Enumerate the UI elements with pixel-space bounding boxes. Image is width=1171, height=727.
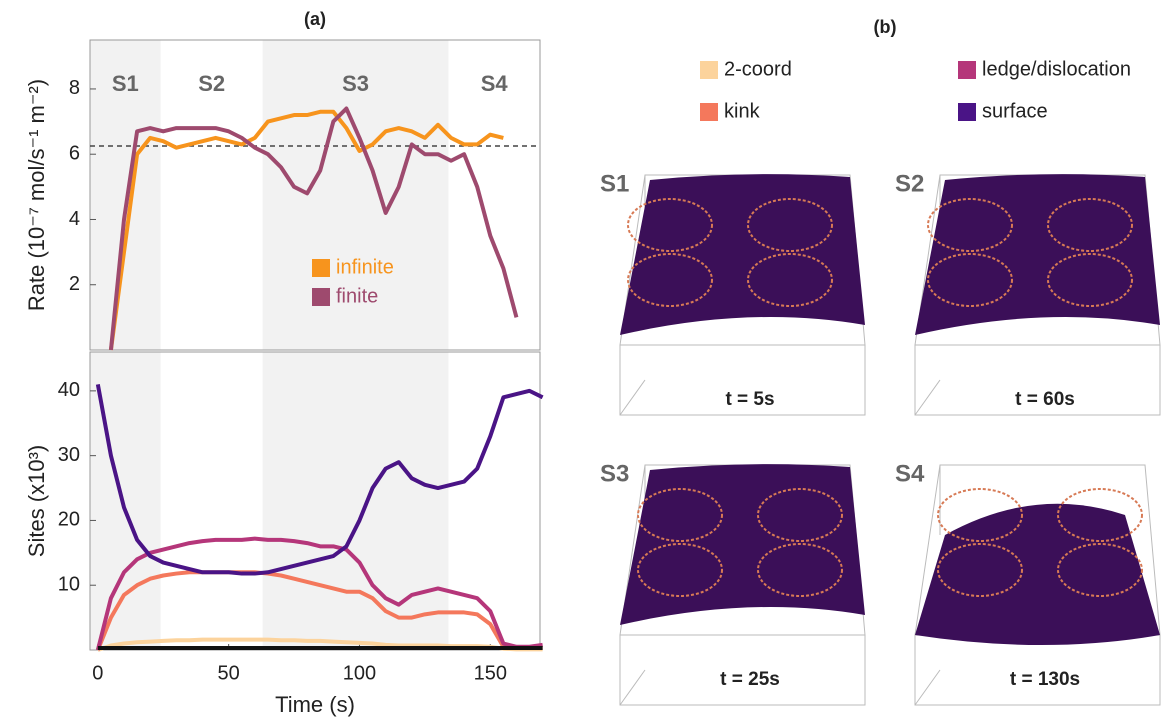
plot-frame [89,39,541,351]
panel-title: (b) [874,17,897,37]
legend-swatch [312,259,330,277]
texture [1057,488,1143,542]
phase-band [262,352,449,650]
surface [620,174,865,335]
texture [1047,198,1133,252]
snapshot: S1 t = 5s [600,170,866,416]
legend-label: infinite [336,256,394,278]
y-tick-label: 6 [69,142,80,164]
texture [627,198,713,252]
panel-title: (a) [304,9,326,29]
snapshot-time: t = 25s [720,669,780,690]
box-wireframe [914,174,1161,416]
phase-label: S2 [198,71,225,96]
snapshot: S4 t = 130s [895,460,1161,706]
phase-band [90,40,161,350]
snapshot-time: t = 5s [725,389,774,410]
texture [1057,543,1143,597]
snapshot-label: S3 [600,460,629,487]
snapshot-label: S4 [895,460,925,487]
series-line [95,384,544,576]
x-tick-label: 50 [218,662,240,684]
y-tick-label: 8 [69,77,80,99]
legend-swatch [312,288,330,306]
legend-swatch [958,103,976,121]
texture [637,488,723,542]
texture [637,543,723,597]
box-wireframe [619,464,866,706]
phase-label: S3 [342,71,369,96]
legend-swatch [958,61,976,79]
snapshot: S3 t = 25s [600,460,866,706]
x-tick-label: 100 [343,662,376,684]
x-tick-label: 150 [474,662,507,684]
y-tick-label: 2 [69,273,80,295]
legend-label: 2-coord [724,58,792,80]
texture [747,253,833,307]
series-line [95,536,543,651]
surface [915,174,1160,335]
box-wireframe [619,174,866,416]
texture [937,543,1023,597]
y-tick-label: 4 [69,208,80,230]
texture [747,198,833,252]
legend-label: kink [724,100,761,122]
x-tick-label: 0 [92,662,103,684]
y-tick-label: 10 [58,573,80,595]
legend-label: ledge/dislocation [982,58,1131,80]
phase-label: S1 [112,71,139,96]
surface [620,464,865,625]
texture [927,253,1013,307]
snapshot-label: S2 [895,170,924,197]
y-tick-label: 20 [58,509,80,531]
texture [757,543,843,597]
y-tick-label: 30 [58,444,80,466]
phase-label: S4 [481,71,509,96]
legend-swatch [700,61,718,79]
texture [757,488,843,542]
series-line [95,570,543,651]
phase-band [262,40,449,350]
snapshot-label: S1 [600,170,629,197]
snapshot: S2 t = 60s [895,170,1161,416]
legend-swatch [700,103,718,121]
x-axis-label: Time (s) [275,692,355,717]
snapshot-time: t = 130s [1010,669,1080,690]
surface [915,503,1160,645]
texture [937,488,1023,542]
legend-label: surface [982,100,1048,122]
series-line [108,109,504,351]
texture [1047,253,1133,307]
y-axis-label: Sites (x10³) [24,445,49,557]
series-line [108,106,519,351]
texture [627,253,713,307]
texture [927,198,1013,252]
snapshot-time: t = 60s [1015,389,1075,410]
legend-label: finite [336,285,378,307]
y-tick-label: 40 [58,379,80,401]
y-axis-label: Rate (10⁻⁷ mol/s⁻¹ m⁻²) [24,79,49,311]
